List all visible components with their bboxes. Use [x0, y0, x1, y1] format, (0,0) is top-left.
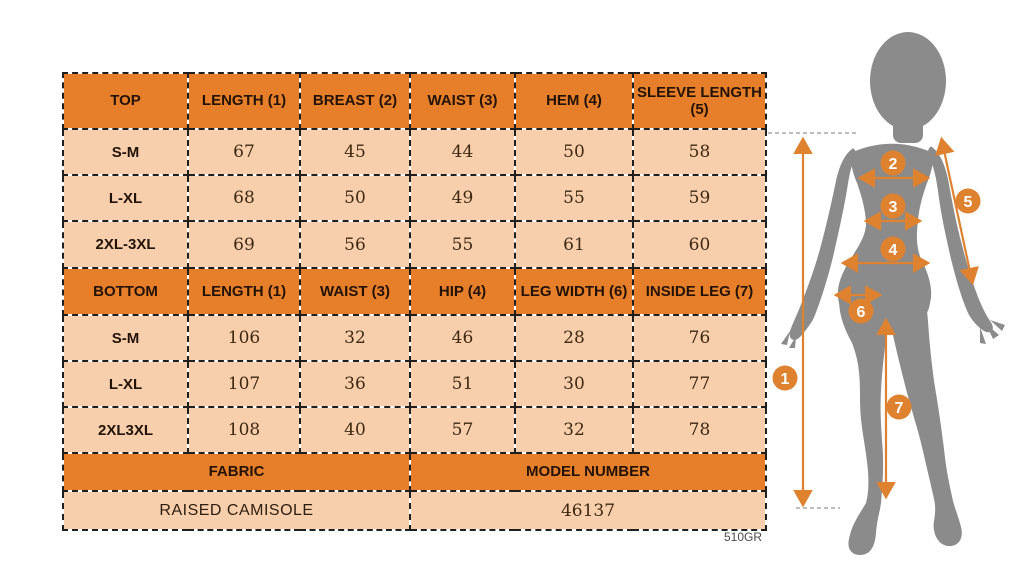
- header-cell: WAIST (3): [299, 267, 411, 316]
- header-cell: BREAST (2): [299, 72, 411, 130]
- size-cell: 2XL-3XL: [62, 220, 189, 269]
- value-cell: 44: [409, 128, 516, 176]
- value-cell: 49: [409, 174, 516, 222]
- table-row: L-XL 68 50 49 55 59: [62, 174, 767, 222]
- header-cell: WAIST (3): [409, 72, 516, 130]
- size-cell: S-M: [62, 314, 189, 362]
- marker-5: 5: [964, 194, 973, 211]
- header-cell: HEM (4): [514, 72, 634, 130]
- marker-1: 1: [781, 371, 790, 388]
- value-cell: 68: [187, 174, 301, 222]
- weight-note: 510GR: [723, 530, 762, 544]
- value-cell: 60: [632, 220, 767, 269]
- value-cell: 61: [514, 220, 634, 269]
- value-cell: 36: [299, 360, 411, 408]
- size-cell: L-XL: [62, 174, 189, 222]
- value-cell: 78: [632, 406, 767, 454]
- left-leg: [839, 282, 889, 555]
- size-table: TOP LENGTH (1) BREAST (2) WAIST (3) HEM …: [62, 72, 767, 531]
- value-cell: 30: [514, 360, 634, 408]
- header-cell: TOP: [62, 72, 189, 130]
- header-cell: INSIDE LEG (7): [632, 267, 767, 316]
- marker-3: 3: [889, 199, 898, 216]
- header-cell: LENGTH (1): [187, 267, 301, 316]
- size-cell: L-XL: [62, 360, 189, 408]
- value-cell: 77: [632, 360, 767, 408]
- right-leg: [889, 286, 962, 547]
- marker-6: 6: [857, 304, 866, 321]
- bottom-header-row: BOTTOM LENGTH (1) WAIST (3) HIP (4) LEG …: [62, 267, 767, 316]
- value-cell: 56: [299, 220, 411, 269]
- value-cell: 32: [514, 406, 634, 454]
- dimension-arrows: [793, 136, 979, 508]
- value-cell: 108: [187, 406, 301, 454]
- value-cell: 107: [187, 360, 301, 408]
- model-label-cell: MODEL NUMBER: [409, 452, 767, 492]
- value-cell: 50: [299, 174, 411, 222]
- table-row: S-M 106 32 46 28 76: [62, 314, 767, 362]
- header-cell: LENGTH (1): [187, 72, 301, 130]
- value-cell: 59: [632, 174, 767, 222]
- value-cell: 40: [299, 406, 411, 454]
- value-cell: 51: [409, 360, 516, 408]
- size-cell: 2XL3XL: [62, 406, 189, 454]
- value-cell: 106: [187, 314, 301, 362]
- table-row: S-M 67 45 44 50 58: [62, 128, 767, 176]
- value-cell: 57: [409, 406, 516, 454]
- arrow-sleeve: [935, 136, 979, 286]
- value-cell: 69: [187, 220, 301, 269]
- marker-2: 2: [889, 156, 898, 173]
- top-header-row: TOP LENGTH (1) BREAST (2) WAIST (3) HEM …: [62, 72, 767, 130]
- header-cell: SLEEVE LENGTH (5): [632, 72, 767, 130]
- value-cell: 67: [187, 128, 301, 176]
- header-cell: LEG WIDTH (6): [514, 267, 634, 316]
- table-row: 2XL3XL 108 40 57 32 78: [62, 406, 767, 454]
- right-arm: [927, 146, 993, 333]
- footer-value-row: RAISED CAMISOLE 46137: [62, 490, 767, 531]
- value-cell: 55: [409, 220, 516, 269]
- marker-badges: 1 2 3 4 5 6 7: [772, 150, 981, 420]
- value-cell: 46: [409, 314, 516, 362]
- table-row: L-XL 107 36 51 30 77: [62, 360, 767, 408]
- table-row: 2XL-3XL 69 56 55 61 60: [62, 220, 767, 269]
- value-cell: 45: [299, 128, 411, 176]
- footer-label-row: FABRIC MODEL NUMBER: [62, 452, 767, 492]
- value-cell: 76: [632, 314, 767, 362]
- header-cell: HIP (4): [409, 267, 516, 316]
- value-cell: 28: [514, 314, 634, 362]
- measurement-figure: 1 2 3 4 5 6 7: [768, 32, 1005, 555]
- value-cell: 58: [632, 128, 767, 176]
- value-cell: 55: [514, 174, 634, 222]
- female-silhouette: [781, 32, 1005, 555]
- value-cell: 32: [299, 314, 411, 362]
- model-value-cell: 46137: [409, 490, 767, 531]
- fabric-label-cell: FABRIC: [62, 452, 411, 492]
- header-cell: BOTTOM: [62, 267, 189, 316]
- marker-4: 4: [889, 242, 898, 259]
- fabric-value-cell: RAISED CAMISOLE: [62, 490, 411, 531]
- value-cell: 50: [514, 128, 634, 176]
- size-cell: S-M: [62, 128, 189, 176]
- marker-7: 7: [895, 400, 904, 417]
